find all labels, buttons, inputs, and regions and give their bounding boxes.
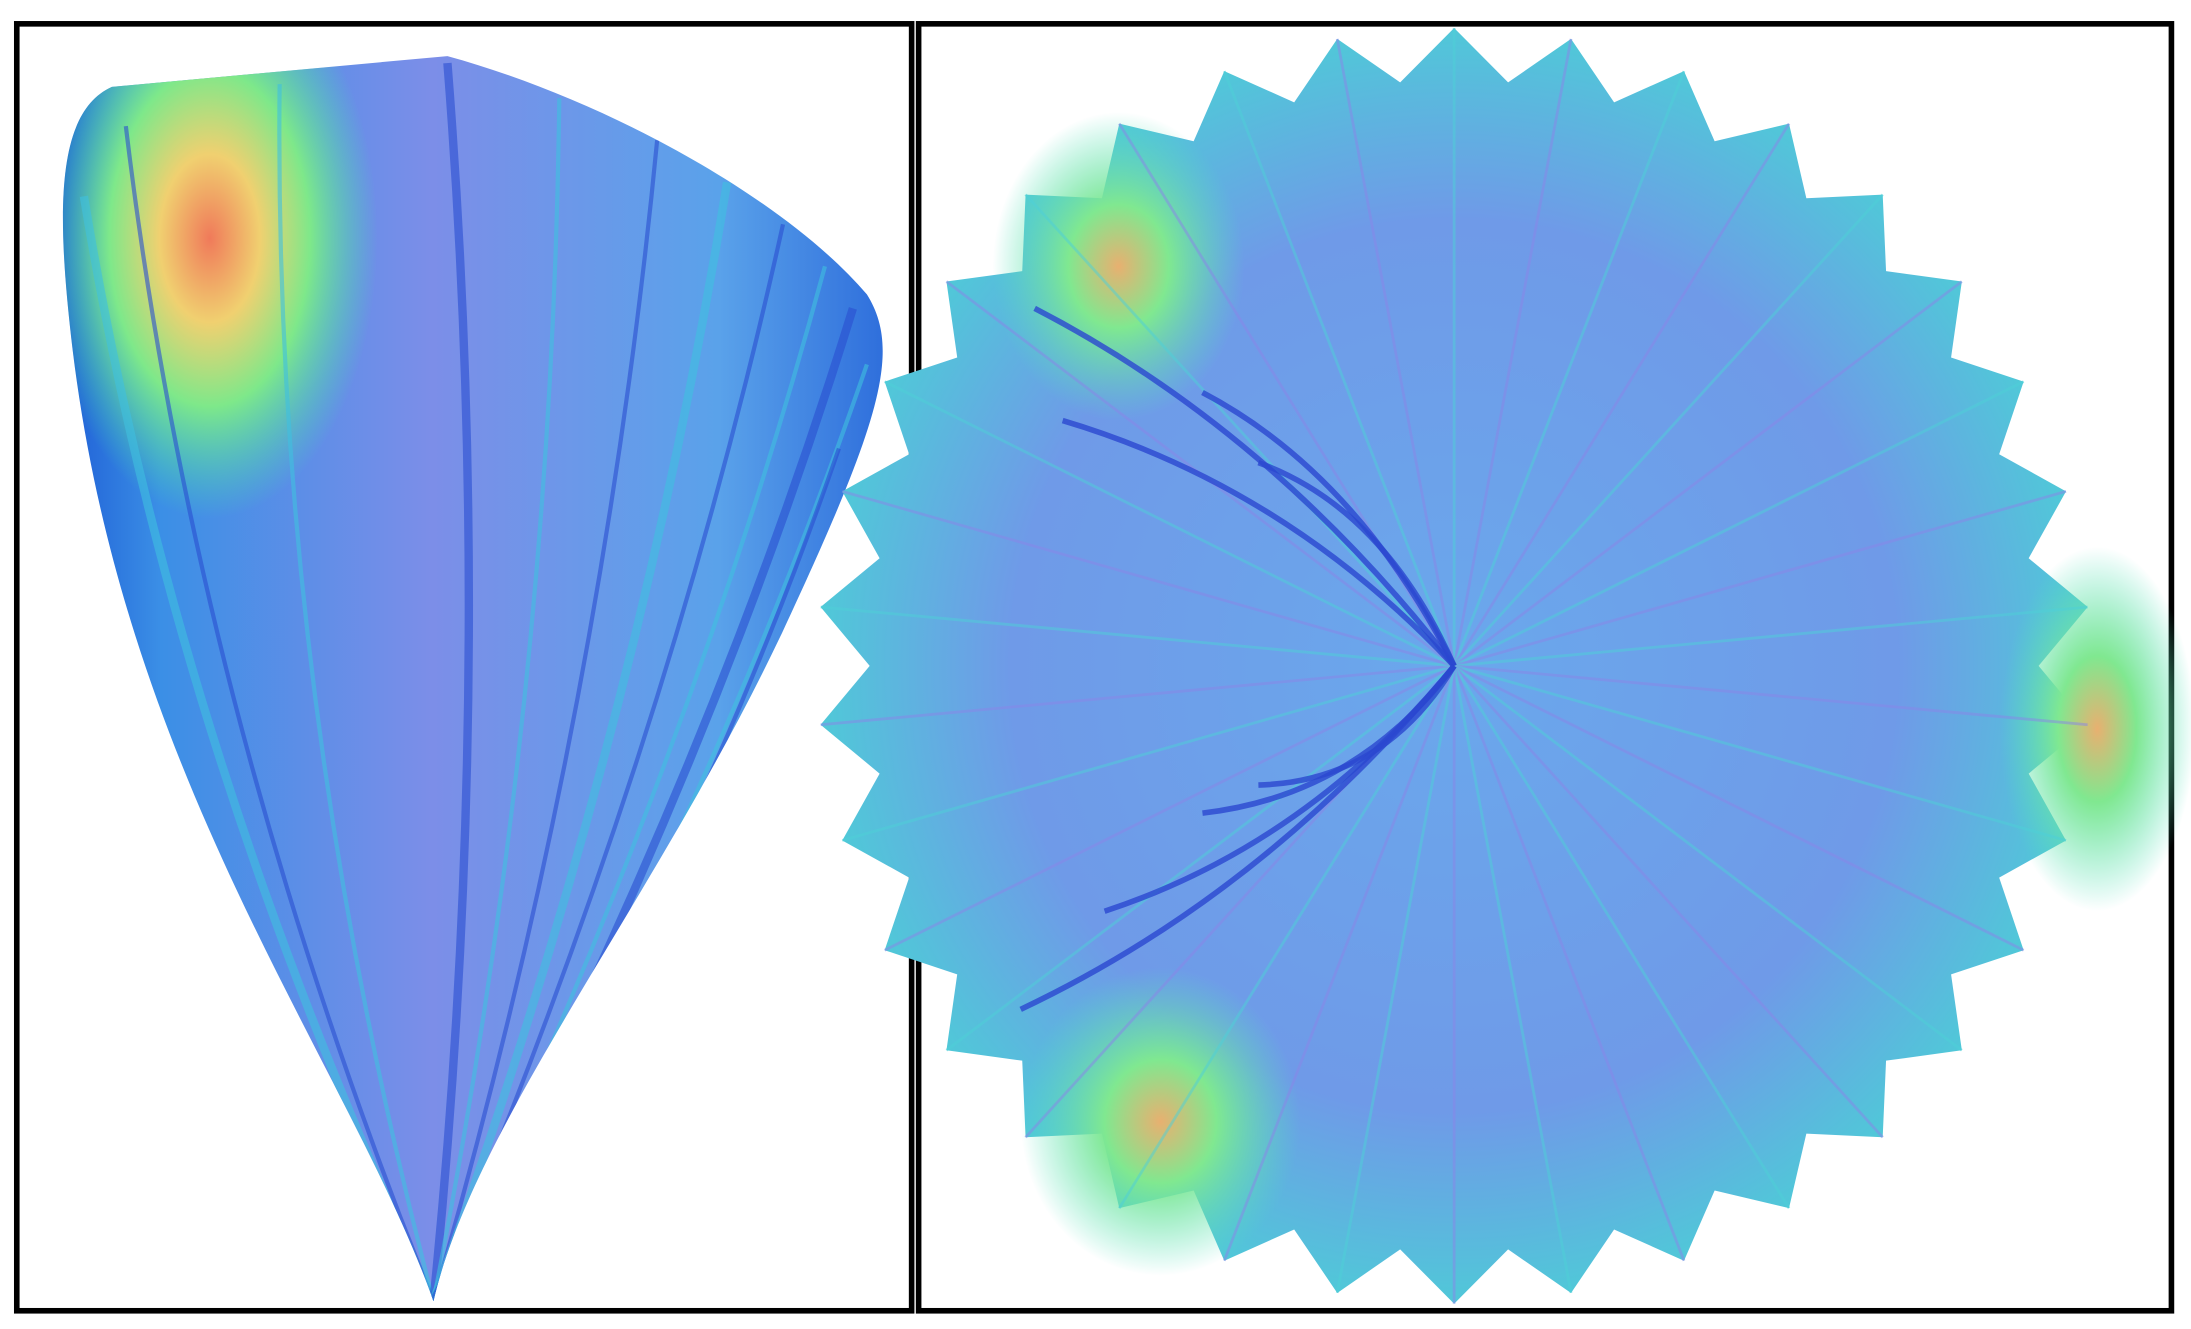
gore-seam [884, 380, 1455, 668]
gore-seam [841, 664, 1455, 842]
fold-line [1033, 305, 1457, 668]
gore-seam [1452, 665, 1791, 1209]
fold-line [431, 98, 562, 1301]
gore-seam [945, 664, 1455, 1052]
gore-seam [1452, 122, 1791, 667]
gore-seam [1454, 605, 2088, 668]
fold-line [429, 181, 732, 1301]
fold-line [1257, 459, 1457, 668]
gore-seam [1223, 70, 1456, 667]
gore-seam [1223, 665, 1456, 1262]
stress-hotspot [1020, 967, 1301, 1276]
canopy-side-view [62, 56, 883, 1301]
fold-line [123, 125, 436, 1301]
canopy-details [820, 28, 2191, 1304]
stress-hotspot [62, 56, 378, 519]
fold-line [1061, 417, 1457, 668]
fold-line [431, 139, 660, 1301]
gore-seam [1453, 664, 2025, 952]
gore-seam [1453, 664, 1963, 1052]
fold-line [1258, 664, 1457, 788]
canopy-top-view [820, 28, 2191, 1304]
stress-hotspot [1999, 546, 2191, 912]
gore-seam [1452, 38, 1573, 667]
gore-seam [1453, 193, 1884, 667]
fold-line [277, 84, 436, 1301]
gore-seam [820, 605, 1455, 668]
gore-seam [1335, 38, 1456, 667]
gore-seam [1453, 280, 1963, 668]
gore-seam [1453, 489, 2067, 668]
gore-seam [1454, 664, 2088, 727]
gore-seam [1452, 70, 1686, 667]
gore-seam [1453, 664, 1884, 1139]
gore-seam [1453, 380, 2025, 668]
stress-hotspot [992, 112, 1245, 421]
gore-seam [884, 664, 1455, 952]
gore-seam [1118, 665, 1456, 1209]
gore-seam [1335, 665, 1456, 1294]
fold-line [429, 62, 474, 1301]
gore-seam [1452, 665, 1573, 1294]
gore-seam [841, 489, 1455, 668]
gore-seam [820, 664, 1455, 727]
gore-seam [1024, 193, 1456, 667]
gore-seam [1452, 665, 1686, 1262]
gore-seam [1453, 664, 2067, 842]
